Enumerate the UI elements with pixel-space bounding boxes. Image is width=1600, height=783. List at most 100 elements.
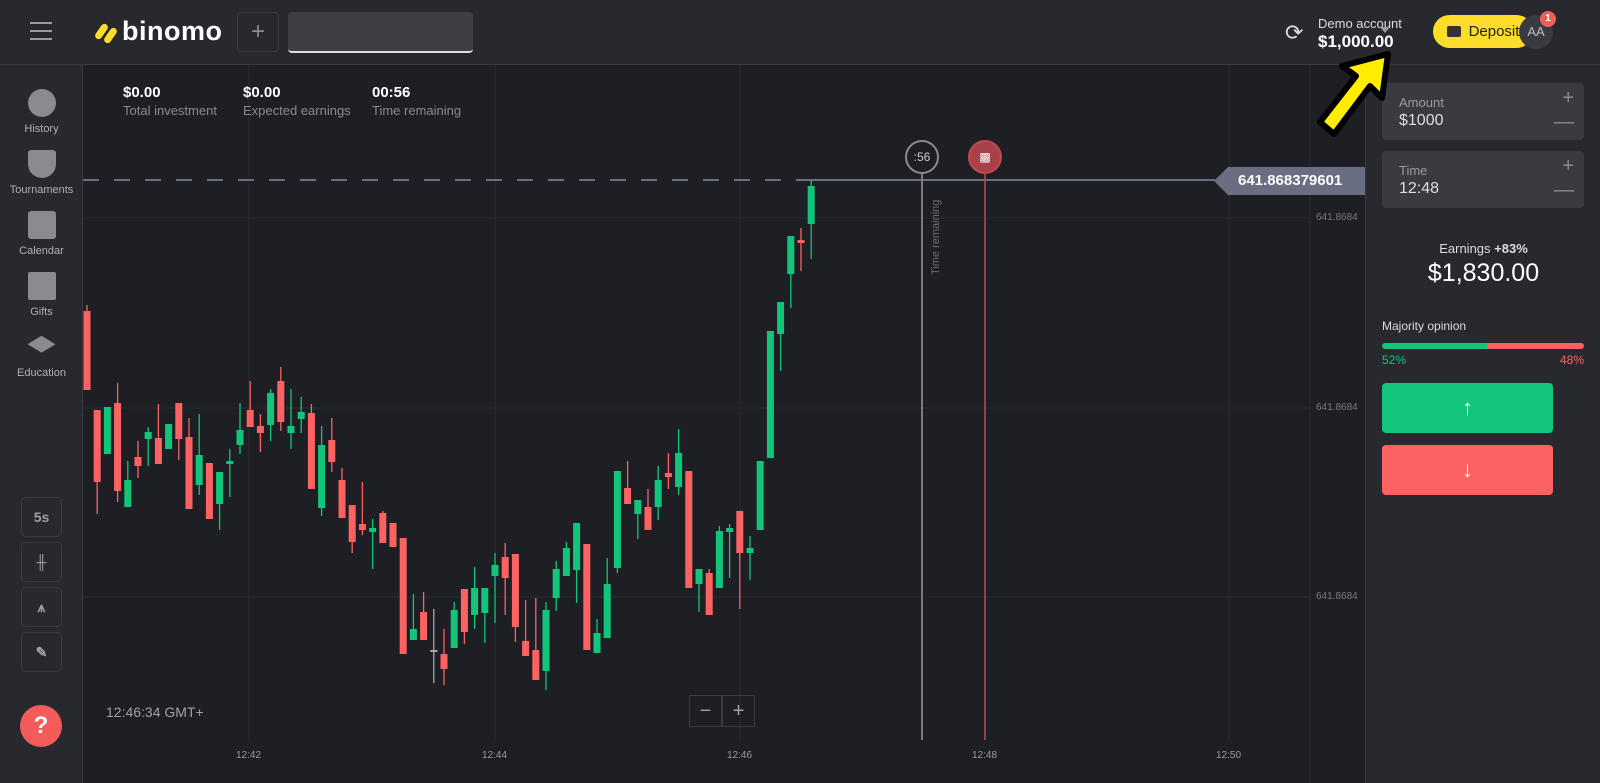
sidebar-label: Calendar xyxy=(19,245,64,257)
logo[interactable]: binomo xyxy=(93,16,222,47)
amount-increase-button[interactable]: + xyxy=(1562,87,1574,109)
candle-body xyxy=(114,403,122,491)
help-button[interactable]: ? xyxy=(20,705,62,747)
candle xyxy=(338,468,346,518)
candlestick-icon: ╫ xyxy=(36,554,47,570)
indicators-button[interactable]: ⩚ xyxy=(21,587,62,627)
candle xyxy=(409,594,417,640)
amount-decrease-button[interactable]: — xyxy=(1554,111,1574,133)
candle-body xyxy=(675,453,683,487)
candle xyxy=(471,567,479,629)
up-button[interactable]: ↑ xyxy=(1382,383,1553,433)
time-decrease-button[interactable]: — xyxy=(1554,179,1574,201)
deposit-button[interactable]: Deposit xyxy=(1433,15,1533,48)
candle-body xyxy=(705,573,713,615)
candle xyxy=(460,589,468,644)
time-remaining-axis-label: Time remaining xyxy=(930,199,942,275)
time-increase-button[interactable]: + xyxy=(1562,155,1574,177)
sidebar-item-tournaments[interactable]: Tournaments xyxy=(0,150,83,196)
chart-clock: 12:46:34 GMT+ xyxy=(106,704,204,720)
candle-body xyxy=(297,412,305,419)
sync-icon: ⟳ xyxy=(1285,20,1304,45)
down-button[interactable]: ↓ xyxy=(1382,445,1553,495)
candle-body xyxy=(471,588,479,615)
zoom-out-button[interactable]: − xyxy=(689,695,722,727)
earnings-label: Earnings xyxy=(1439,241,1491,256)
candle xyxy=(348,505,356,553)
stat-value: $0.00 xyxy=(243,84,281,101)
candle xyxy=(715,526,723,588)
hamburger-menu-icon[interactable] xyxy=(30,22,52,40)
time-field[interactable]: Time 12:48 + — xyxy=(1382,151,1584,208)
candle xyxy=(379,511,387,543)
sidebar-item-calendar[interactable]: Calendar xyxy=(0,211,83,257)
time-value[interactable]: 12:48 xyxy=(1399,180,1440,197)
candle xyxy=(532,598,540,680)
candle-body xyxy=(491,565,499,576)
candle-body xyxy=(379,513,387,543)
candle-body xyxy=(664,473,672,477)
chart-type-button[interactable]: ╫ xyxy=(21,542,62,582)
candle xyxy=(144,427,152,466)
earnings-percent: +83% xyxy=(1494,241,1528,256)
sidebar-label: History xyxy=(24,123,59,135)
candle xyxy=(256,414,264,452)
candle-body xyxy=(787,236,795,274)
candle xyxy=(358,482,366,535)
sidebar-item-gifts[interactable]: Gifts xyxy=(0,272,83,318)
candle xyxy=(777,302,785,371)
candle-body xyxy=(552,569,560,598)
candle xyxy=(154,404,162,464)
candle-body xyxy=(440,654,448,669)
stat-label: Expected earnings xyxy=(243,103,351,118)
sidebar-item-history[interactable]: History xyxy=(0,89,83,135)
candle-body xyxy=(450,610,458,648)
candle xyxy=(216,472,224,530)
candle xyxy=(654,466,662,520)
candle xyxy=(807,180,815,259)
candle xyxy=(542,602,550,690)
candle xyxy=(726,524,734,578)
stat-label: Time remaining xyxy=(372,103,462,118)
candle xyxy=(328,418,336,472)
price-chart[interactable] xyxy=(0,0,1365,783)
amount-value[interactable]: $1000 xyxy=(1399,112,1444,129)
sidebar-label: Gifts xyxy=(30,306,53,318)
candle xyxy=(797,228,805,271)
candle xyxy=(103,407,111,454)
deposit-label: Deposit xyxy=(1468,23,1520,40)
clock-icon xyxy=(27,89,56,117)
calendar-icon xyxy=(27,211,56,239)
candle xyxy=(185,418,193,509)
amount-field[interactable]: Amount $1000 + — xyxy=(1382,83,1584,140)
candle-body xyxy=(746,548,754,553)
candle-body xyxy=(277,381,285,422)
x-tick: 12:44 xyxy=(482,750,508,761)
candle-body xyxy=(154,438,162,464)
candle-body xyxy=(542,610,550,671)
earnings-heading: Earnings +83% xyxy=(1366,241,1600,256)
candle-body xyxy=(573,523,581,570)
interval-button[interactable]: 5s xyxy=(21,497,62,537)
candle-body xyxy=(318,445,326,508)
candle xyxy=(603,558,611,638)
candle xyxy=(573,523,581,603)
asset-selector[interactable] xyxy=(288,12,473,53)
add-asset-button[interactable]: + xyxy=(237,12,279,52)
candle-body xyxy=(685,471,693,588)
candle-body xyxy=(532,650,540,680)
candle-body xyxy=(695,569,703,584)
candle xyxy=(501,543,509,615)
candle xyxy=(175,403,183,460)
candle-body xyxy=(715,531,723,588)
grid xyxy=(83,65,1311,783)
zoom-in-button[interactable]: + xyxy=(722,695,755,727)
drawing-button[interactable]: ✎ xyxy=(21,632,62,672)
candle xyxy=(450,602,458,648)
caret-down-icon[interactable] xyxy=(1380,27,1390,38)
candle xyxy=(134,441,142,478)
candle xyxy=(736,511,744,609)
sidebar-item-education[interactable]: Education xyxy=(0,333,83,379)
notification-badge: 1 xyxy=(1540,11,1556,27)
candle xyxy=(664,453,672,489)
